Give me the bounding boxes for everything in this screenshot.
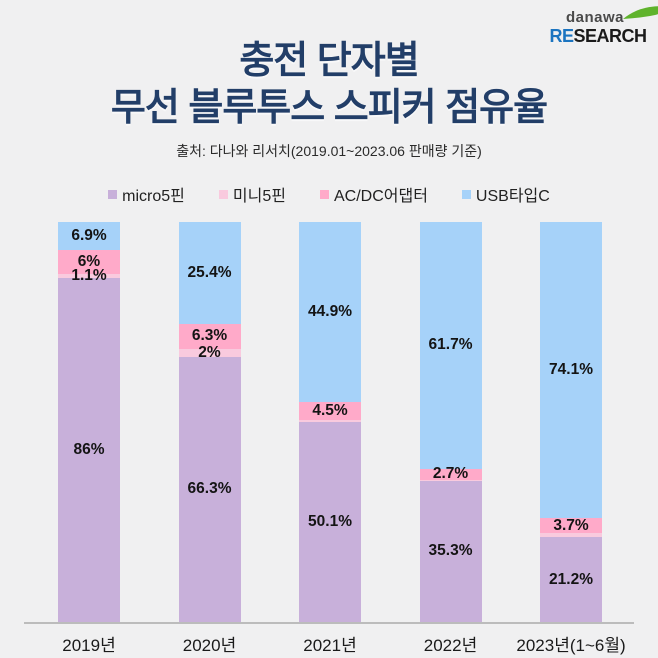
segment-value-label: 2.7% — [432, 465, 469, 483]
bar-2022년: 61.7% 2.7% 35.3% — [419, 222, 482, 622]
bar-segment-미니5핀: 2% — [178, 344, 241, 361]
bar-segment-AC/DC어댑터: 2.7% — [419, 465, 482, 482]
legend-swatch-icon — [218, 189, 228, 199]
legend-swatch-icon — [108, 189, 118, 199]
source-note: 출처: 다나와 리서치(2019.01~2023.06 판매량 기준) — [176, 143, 482, 159]
bar-segment-AC/DC어댑터: 6% — [58, 249, 120, 274]
segment-value-label: 4.5% — [312, 401, 348, 419]
legend-label: 미니5핀 — [232, 188, 286, 205]
swoosh-icon — [623, 6, 658, 19]
segment-value-label: 86% — [73, 440, 105, 458]
segment-value-label: 74.1% — [549, 361, 593, 379]
segment-value-label: 25.4% — [187, 263, 232, 281]
bar-segment-AC/DC어댑터: 6.3% — [178, 323, 241, 349]
segment-value-label: 6.9% — [71, 226, 107, 244]
x-axis-label-slot: 2021년 — [299, 630, 361, 656]
bar-2023년(1~6월): 74.1% 3.7% 21.2% — [540, 222, 602, 622]
bar-segment-micro5핀: 50.1% — [299, 421, 361, 622]
x-axis-label: 2022년 — [423, 635, 478, 655]
bar-segment-AC/DC어댑터: 3.7% — [540, 516, 602, 534]
segment-value-label: 6.3% — [191, 327, 228, 345]
bar-segment-미니5핀 — [419, 479, 482, 481]
x-axis-label-slot: 2022년 — [420, 630, 482, 656]
legend-swatch-icon — [461, 189, 471, 199]
x-axis-label-slot: 2019년 — [58, 630, 120, 656]
bar-2019년: 6.9% 6% 1.1% 86% — [58, 222, 120, 622]
legend-label: USB타입C — [475, 188, 550, 205]
x-axis-label: 2019년 — [62, 635, 116, 655]
segment-value-label: 44.9% — [308, 302, 352, 320]
x-axis-labels: 2019년 2020년 2021년 2022년 2023년(1~6월) — [0, 630, 658, 656]
bar-segment-미니5핀 — [540, 533, 602, 538]
segment-value-label: 66.3% — [187, 480, 232, 498]
logo-danawa-text: danawa — [565, 9, 625, 26]
legend: micro5핀 미니5핀 AC/DC어댑터 USB타입C — [0, 182, 658, 206]
bar-segment-micro5핀: 35.3% — [419, 480, 482, 622]
page-title: 충전 단자별 무선 블루투스 스피커 점유율 — [0, 38, 658, 132]
bar-2021년: 44.9% 4.5% 50.1% — [299, 222, 361, 622]
danawa-research-logo: danawa RESEARCH — [546, 6, 658, 46]
segment-value-label: 61.7% — [428, 336, 473, 354]
segment-value-label: 6% — [77, 252, 101, 270]
bar-segment-미니5핀: 1.1% — [58, 267, 120, 284]
x-axis-label-slot: 2023년(1~6월) — [516, 630, 625, 656]
segment-value-label: 2% — [198, 343, 221, 361]
legend-label: micro5핀 — [122, 188, 185, 205]
legend-item-미니5핀: 미니5핀 — [218, 182, 286, 206]
x-axis-label-slot: 2020년 — [179, 630, 241, 656]
bar-segment-USB타입C: 25.4% — [178, 222, 241, 324]
x-axis-label: 2020년 — [182, 635, 237, 655]
bar-segment-AC/DC어댑터: 4.5% — [299, 401, 361, 420]
bar-segment-micro5핀: 86% — [58, 277, 120, 622]
legend-item-AC/DC어댑터: AC/DC어댑터 — [319, 182, 428, 206]
bar-segment-micro5핀: 66.3% — [178, 356, 241, 622]
bar-segment-USB타입C: 61.7% — [419, 222, 482, 469]
x-axis-line — [24, 622, 634, 624]
segment-value-label: 21.2% — [549, 570, 593, 588]
segment-value-label: 50.1% — [308, 512, 352, 530]
logo-brand-text: danawa — [565, 6, 658, 26]
bar-segment-USB타입C: 74.1% — [540, 222, 602, 519]
legend-item-micro5핀: micro5핀 — [108, 182, 185, 206]
segment-value-label: 1.1% — [71, 266, 107, 284]
bar-segment-미니5핀 — [299, 419, 361, 422]
legend-swatch-icon — [319, 189, 329, 199]
stacked-bar-chart: 6.9% 6% 1.1% 86% 25.4% 6.3% 2% 66.3% 44.9% 4.5% 50… — [0, 222, 658, 658]
page-title-line2: 무선 블루투스 스피커 점유율 — [110, 87, 548, 129]
page-title-line1: 충전 단자별 — [239, 40, 419, 82]
x-axis-label: 2023년(1~6월) — [516, 635, 626, 655]
legend-label: AC/DC어댑터 — [333, 188, 428, 205]
bar-segment-micro5핀: 21.2% — [540, 537, 602, 622]
logo-research-text: RESEARCH — [546, 27, 650, 46]
segment-value-label: 3.7% — [553, 516, 589, 534]
bar-segment-USB타입C: 6.9% — [58, 222, 120, 250]
bar-segment-USB타입C: 44.9% — [299, 222, 361, 402]
logo-re-text: RE — [549, 26, 574, 46]
x-axis-label: 2021년 — [303, 635, 357, 655]
logo-search-text: SEARCH — [573, 26, 648, 46]
segment-value-label: 35.3% — [428, 542, 473, 560]
bars: 6.9% 6% 1.1% 86% 25.4% 6.3% 2% 66.3% 44.9% 4.5% 50… — [0, 222, 658, 622]
bar-2020년: 25.4% 6.3% 2% 66.3% — [178, 222, 241, 622]
legend-item-USB타입C: USB타입C — [461, 182, 550, 206]
